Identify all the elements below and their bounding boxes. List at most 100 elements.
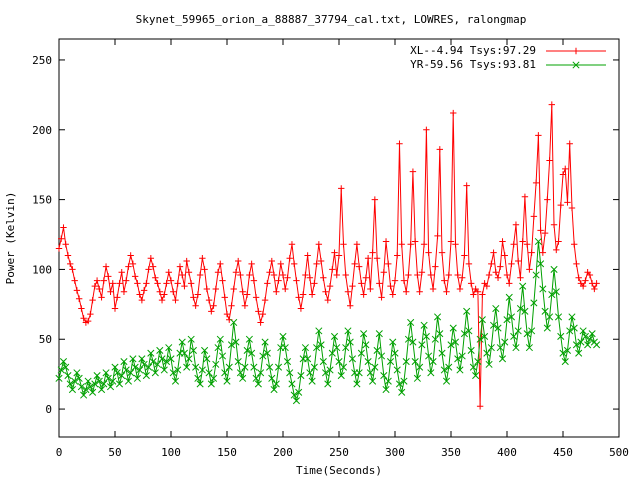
data-point-yr (295, 388, 303, 396)
data-point-xl (80, 315, 87, 322)
data-point-yr (355, 369, 363, 377)
data-point-yr (210, 374, 218, 382)
data-point-xl (416, 288, 423, 295)
data-point-yr (568, 313, 576, 321)
data-point-yr (344, 327, 352, 335)
data-point-xl (252, 294, 260, 301)
data-point-xl (409, 168, 417, 175)
data-point-yr (389, 338, 397, 346)
data-point-xl (259, 310, 267, 318)
data-point-xl (246, 271, 253, 279)
data-point-yr (115, 380, 124, 388)
data-point-yr (239, 374, 247, 382)
data-point-xl (385, 260, 392, 268)
data-point-yr (512, 344, 520, 352)
x-tick-label: 0 (56, 446, 63, 459)
data-point-xl (239, 288, 246, 295)
data-point-yr (122, 366, 130, 374)
data-point-yr (89, 388, 97, 396)
data-point-xl (443, 288, 450, 295)
legend-label-xl: XL--4.94 Tsys:97.29 (410, 44, 536, 57)
data-point-yr (68, 385, 76, 394)
data-point-xl (208, 308, 215, 315)
data-point-xl (465, 260, 473, 268)
data-point-yr (584, 341, 592, 349)
data-point-xl (461, 252, 468, 259)
data-point-xl (190, 294, 197, 301)
data-point-yr (510, 332, 518, 341)
data-point-xl (434, 232, 441, 240)
data-point-yr (104, 374, 112, 382)
legend-label-yr: YR-59.56 Tsys:93.81 (410, 58, 536, 71)
data-point-yr (543, 324, 551, 332)
data-point-xl (237, 271, 244, 279)
data-point-yr (109, 377, 117, 385)
data-point-xl (136, 291, 143, 298)
data-point-yr (494, 324, 502, 332)
data-point-xl (526, 266, 533, 273)
data-point-yr (250, 363, 258, 371)
data-point-xl (479, 291, 486, 298)
x-tick-label: 100 (161, 446, 181, 459)
x-tick-label: 250 (329, 446, 349, 459)
data-point-yr (310, 363, 318, 371)
data-point-xl (411, 238, 419, 245)
data-point-xl (109, 280, 116, 287)
data-point-yr (483, 349, 491, 357)
data-point-yr (301, 344, 309, 352)
data-point-yr (106, 383, 115, 391)
data-point-yr (566, 327, 574, 335)
data-point-yr (93, 372, 101, 380)
data-point-yr (442, 377, 451, 385)
data-point-yr (503, 316, 511, 324)
data-point-yr (120, 358, 128, 366)
data-point-xl (456, 285, 464, 293)
data-point-yr (178, 338, 186, 346)
data-point-yr (169, 369, 177, 377)
data-point-xl (217, 260, 224, 268)
data-point-xl (344, 288, 352, 295)
data-point-xl (450, 109, 457, 117)
data-point-xl (532, 179, 540, 187)
data-point-yr (557, 332, 565, 341)
data-point-xl (55, 245, 63, 252)
data-point-yr (98, 385, 106, 394)
data-point-xl (308, 291, 316, 298)
data-point-yr (201, 346, 209, 354)
data-point-yr (382, 385, 390, 394)
data-point-yr (563, 346, 572, 354)
data-point-xl (114, 294, 121, 301)
data-point-xl (494, 274, 502, 281)
data-point-yr (369, 377, 377, 385)
data-point-xl (284, 274, 291, 281)
data-point-xl (441, 277, 448, 284)
data-point-xl (62, 241, 69, 248)
legend-marker-xl (572, 47, 580, 55)
x-tick-label: 300 (385, 446, 405, 459)
data-point-yr (304, 355, 312, 363)
y-tick-label: 50 (39, 333, 52, 346)
data-point-yr (335, 358, 343, 366)
data-point-xl (78, 305, 85, 312)
data-point-xl (75, 295, 83, 302)
data-point-yr (319, 358, 327, 366)
data-point-yr (77, 383, 85, 391)
data-point-xl (557, 201, 564, 209)
data-point-xl (268, 257, 275, 265)
data-point-xl (483, 282, 491, 290)
data-point-yr (431, 335, 439, 343)
data-point-yr (588, 330, 596, 338)
data-point-yr (476, 335, 484, 343)
legend-marker-yr (572, 61, 580, 69)
data-point-xl (194, 291, 202, 298)
data-point-yr (505, 293, 513, 301)
data-point-yr (525, 344, 533, 352)
data-point-yr (218, 352, 227, 360)
data-point-yr (257, 369, 265, 377)
data-point-xl (349, 282, 356, 290)
data-point-yr (297, 372, 305, 380)
data-point-xl (575, 274, 582, 281)
data-point-yr (283, 358, 292, 366)
data-point-yr (205, 369, 213, 377)
data-point-yr (429, 358, 437, 366)
